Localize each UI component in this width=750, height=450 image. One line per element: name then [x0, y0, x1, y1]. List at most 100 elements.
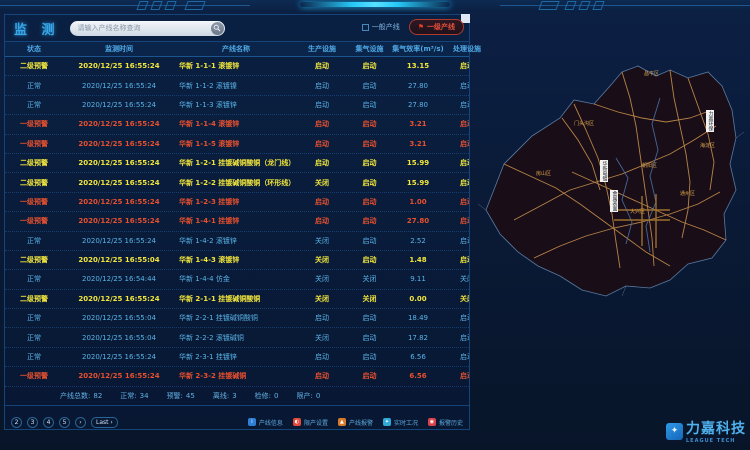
table-row[interactable]: 二级预警 2020/12/25 16:55:04 华新 1-4-3 滚镀锌 关闭 启动 1…: [5, 251, 469, 271]
table-row[interactable]: 正常 2020/12/25 16:55:24 华新 1-1-3 滚镀锌 启动 启动 27.…: [5, 96, 469, 116]
line-name-cell: 华新 2-2-1 挂镀碱铜酸铜: [179, 314, 258, 323]
page-button[interactable]: 5: [59, 416, 70, 428]
deco-parallelogram: [164, 1, 177, 10]
treatment-facility-cell: 关闭: [460, 275, 469, 284]
legend-action[interactable]: ◐ 限产设置: [292, 418, 328, 427]
treatment-facility-cell: 启动: [460, 159, 469, 168]
column-header-production-facility: 生产设施: [308, 45, 336, 53]
gas-collection-cell: 启动: [362, 372, 377, 381]
time-cell: 2020/12/25 16:55:24: [78, 197, 160, 206]
deco-parallelogram-wide: [184, 1, 206, 10]
status-cell: 正常: [27, 333, 41, 342]
summary-label: 正常:: [120, 392, 137, 400]
status-cell: 正常: [27, 236, 41, 245]
level1-line-button[interactable]: ⚑ 一级产线: [408, 19, 464, 35]
search-icon: [213, 24, 221, 32]
page-button[interactable]: 2: [11, 416, 22, 428]
table-row[interactable]: 正常 2020/12/25 16:54:44 华新 1-4-4 仿金 关闭 关闭 9.11…: [5, 270, 469, 290]
region-map[interactable]: 8 力嘉环保 华新电镀 金属表面 昌平区 门头沟区 房山区 海淀区 朝阳区 大兴…: [474, 14, 746, 430]
panel-toolbar: 监 测 一般产线 ⚑ 一级产线: [5, 15, 469, 42]
table-row[interactable]: 一级预警 2020/12/25 16:55:24 华新 1-1-5 滚镀锌 启动 启动 3…: [5, 135, 469, 154]
legend-action[interactable]: ✦ 实时工况: [382, 418, 418, 427]
summary-label: 检修:: [254, 392, 272, 400]
production-facility-cell: 关闭: [315, 256, 329, 265]
summary-label: 限产:: [296, 392, 313, 400]
line-name-cell: 华新 1-4-2 滚镀锌: [179, 236, 237, 245]
line-name-cell: 华新 1-1-3 滚镀锌: [179, 100, 237, 109]
search-button[interactable]: [210, 21, 224, 35]
line-name-cell: 华新 1-1-2 滚镀镍: [179, 81, 237, 90]
column-header-treatment: 处理设施: [453, 45, 481, 53]
production-facility-cell: 启动: [315, 139, 329, 148]
table-row[interactable]: 一级预警 2020/12/25 16:55:24 华新 2-3-2 挂镀碱铜 启动 启动…: [5, 367, 469, 387]
production-facility-cell: 关闭: [315, 333, 329, 342]
table-row[interactable]: 一级预警 2020/12/25 16:55:24 华新 1-1-4 滚镀锌 启动 启动 3…: [5, 115, 469, 135]
table-row[interactable]: 二级预警 2020/12/25 16:55:24 华新 1-1-1 滚镀锌 启动 启动 1…: [5, 57, 469, 77]
table-row[interactable]: 正常 2020/12/25 16:55:24 华新 2-3-1 挂镀锌 启动 启动 6.5…: [5, 348, 469, 368]
table-row[interactable]: 二级预警 2020/12/25 16:55:24 华新 1-2-1 挂镀碱铜酸铜（龙…: [5, 154, 469, 174]
legend-action[interactable]: ◉ 报警历史: [427, 418, 463, 427]
table-row[interactable]: 正常 2020/12/25 16:55:24 华新 1-1-2 滚镀镍 启动 启动 27.…: [5, 76, 469, 96]
summary-item: 离线: 3: [213, 391, 237, 401]
flag-icon: ⚑: [417, 23, 424, 31]
summary-value: 0: [274, 392, 279, 400]
line-name-cell: 华新 1-2-2 挂镀碱铜酸铜（环形线）: [179, 178, 296, 187]
legend-actions[interactable]: i 产线信息 ◐ 限产设置 ▲ 产线报警 ✦ 实时工况 ◉ 报警历史: [247, 418, 463, 427]
search-input[interactable]: [77, 24, 200, 32]
gas-collection-cell: 启动: [362, 62, 377, 71]
table-row[interactable]: 正常 2020/12/25 16:55:24 华新 1-4-2 滚镀锌 关闭 启动 2.5…: [5, 232, 469, 251]
efficiency-cell: 3.21: [409, 120, 427, 129]
table-row[interactable]: 一级预警 2020/12/25 16:55:24 华新 1-2-3 挂镀锌 启动 启动 1…: [5, 193, 469, 213]
deco-parallelogram-wide: [538, 1, 560, 10]
time-cell: 2020/12/25 16:55:04: [81, 314, 156, 323]
status-cell: 二级预警: [20, 294, 48, 303]
status-cell: 一级预警: [20, 120, 48, 129]
legend-label: 限产设置: [303, 419, 328, 427]
deco-parallelogram: [578, 1, 591, 10]
logo-name-en: LEAGUE TECH: [686, 438, 736, 444]
table-row[interactable]: 二级预警 2020/12/25 16:55:24 华新 1-2-2 挂镀碱铜酸铜（环…: [5, 173, 469, 193]
gas-collection-cell: 启动: [362, 178, 377, 187]
table-row[interactable]: 正常 2020/12/25 16:55:04 华新 2-2-1 挂镀碱铜酸铜 启动 启动…: [5, 309, 469, 329]
general-line-checkbox[interactable]: 一般产线: [361, 22, 400, 32]
time-cell: 2020/12/25 16:55:24: [78, 217, 160, 226]
production-facility-cell: 启动: [315, 100, 329, 109]
last-page-button[interactable]: Last ›: [91, 416, 118, 428]
page-button[interactable]: 3: [27, 416, 38, 428]
checkbox-icon[interactable]: [361, 23, 369, 31]
search-box[interactable]: [69, 20, 225, 36]
column-header-efficiency: 集气效率(m³/s): [392, 45, 444, 53]
time-cell: 2020/12/25 16:55:24: [81, 353, 156, 362]
production-facility-cell: 关闭: [315, 294, 329, 303]
treatment-facility-cell: 启动: [460, 353, 469, 362]
gas-collection-cell: 启动: [362, 256, 377, 265]
status-cell: 一级预警: [20, 139, 48, 148]
column-header-gas-collection: 集气设施: [355, 45, 384, 53]
next-page-button[interactable]: ›: [75, 416, 86, 428]
company-logo: ✦ 力嘉科技 LEAGUE TECH: [666, 418, 746, 444]
table-row[interactable]: 二级预警 2020/12/25 16:55:24 华新 2-1-1 挂镀碱铜酸铜 关闭…: [5, 290, 469, 310]
treatment-facility-cell: 启动: [460, 314, 469, 323]
production-facility-cell: 启动: [315, 353, 329, 362]
map-place-label: 房山区: [536, 171, 552, 177]
pagination[interactable]: 2 3 4 5 › Last ›: [11, 416, 118, 428]
gas-collection-cell: 关闭: [362, 294, 377, 303]
map-vector: [477, 65, 745, 297]
page-button[interactable]: 4: [43, 416, 54, 428]
deco-glow-bar: [300, 2, 450, 7]
production-facility-cell: 启动: [315, 372, 329, 381]
legend-action[interactable]: i 产线信息: [247, 418, 283, 427]
table-row[interactable]: 正常 2020/12/25 16:55:04 华新 2-2-2 滚镀碱铜 关闭 启动 17…: [5, 328, 469, 348]
warning-triangle-icon: ▲: [337, 418, 346, 426]
status-cell: 二级预警: [20, 159, 48, 168]
production-facility-cell: 关闭: [315, 236, 329, 245]
status-cell: 正常: [27, 314, 41, 323]
table-row[interactable]: 一级预警 2020/12/25 16:55:24 华新 1-4-1 挂镀锌 启动 启动 2…: [5, 212, 469, 232]
time-cell: 2020/12/25 16:55:24: [78, 139, 160, 148]
monitoring-panel: 监 测 一般产线 ⚑ 一级产线: [4, 14, 481, 430]
table-body[interactable]: 二级预警 2020/12/25 16:55:24 华新 1-1-1 滚镀锌 启动 启动 1…: [5, 57, 469, 387]
production-facility-cell: 启动: [315, 62, 329, 71]
gas-collection-cell: 关闭: [362, 275, 377, 284]
legend-action[interactable]: ▲ 产线报警: [337, 418, 373, 427]
